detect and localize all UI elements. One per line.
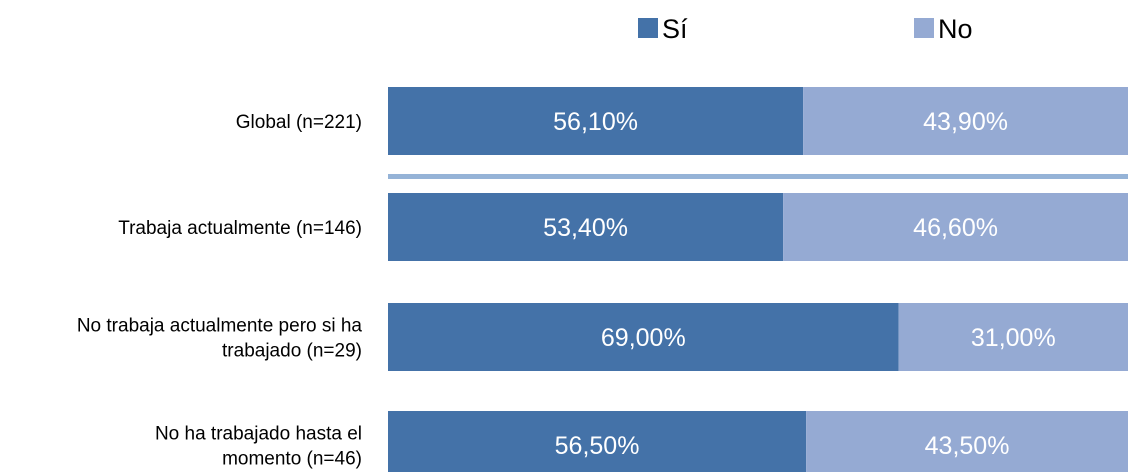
data-label-no-3: 43,50% [925,432,1010,460]
bar-no-3 [806,411,1128,472]
bar-si-1 [388,193,784,261]
bar-no-1 [783,193,1128,261]
bar-no-2 [898,303,1128,371]
category-axis: Global (n=221) Trabaja actualmente (n=146… [77,112,363,470]
bar-si-0 [388,87,804,155]
data-label-si-1: 53,40% [543,214,628,242]
legend-swatch-si [638,18,658,38]
category-label-3-line-0: No ha trabajado hasta el [155,424,362,445]
legend-label-no: No [938,14,973,44]
data-label-no-0: 43,90% [923,108,1008,136]
data-label-si-0: 56,10% [553,108,638,136]
legend-label-si: Sí [662,14,688,44]
bar-si-3 [388,411,807,472]
category-label-2-line-1: trabajado (n=29) [222,341,362,362]
bar-si-2 [388,303,899,371]
category-label-1: Trabaja actualmente (n=146) [118,218,362,239]
data-label-no-2: 31,00% [971,324,1056,352]
category-label-2-line-0: No trabaja actualmente pero si ha [77,316,363,337]
separator-line [388,174,1128,179]
legend-swatch-no [914,18,934,38]
category-label-3-line-1: momento (n=46) [222,449,362,470]
legend: Sí No [638,14,973,44]
plot-area: 56,10% 43,90% 53,40% 46,60% 69,00% 31,00% 56,5… [388,87,1128,472]
data-label-no-1: 46,60% [913,214,998,242]
bar-no-0 [803,87,1128,155]
data-label-si-2: 69,00% [601,324,686,352]
data-label-si-3: 56,50% [555,432,640,460]
category-label-0: Global (n=221) [236,112,362,133]
group-separator [388,174,1128,179]
